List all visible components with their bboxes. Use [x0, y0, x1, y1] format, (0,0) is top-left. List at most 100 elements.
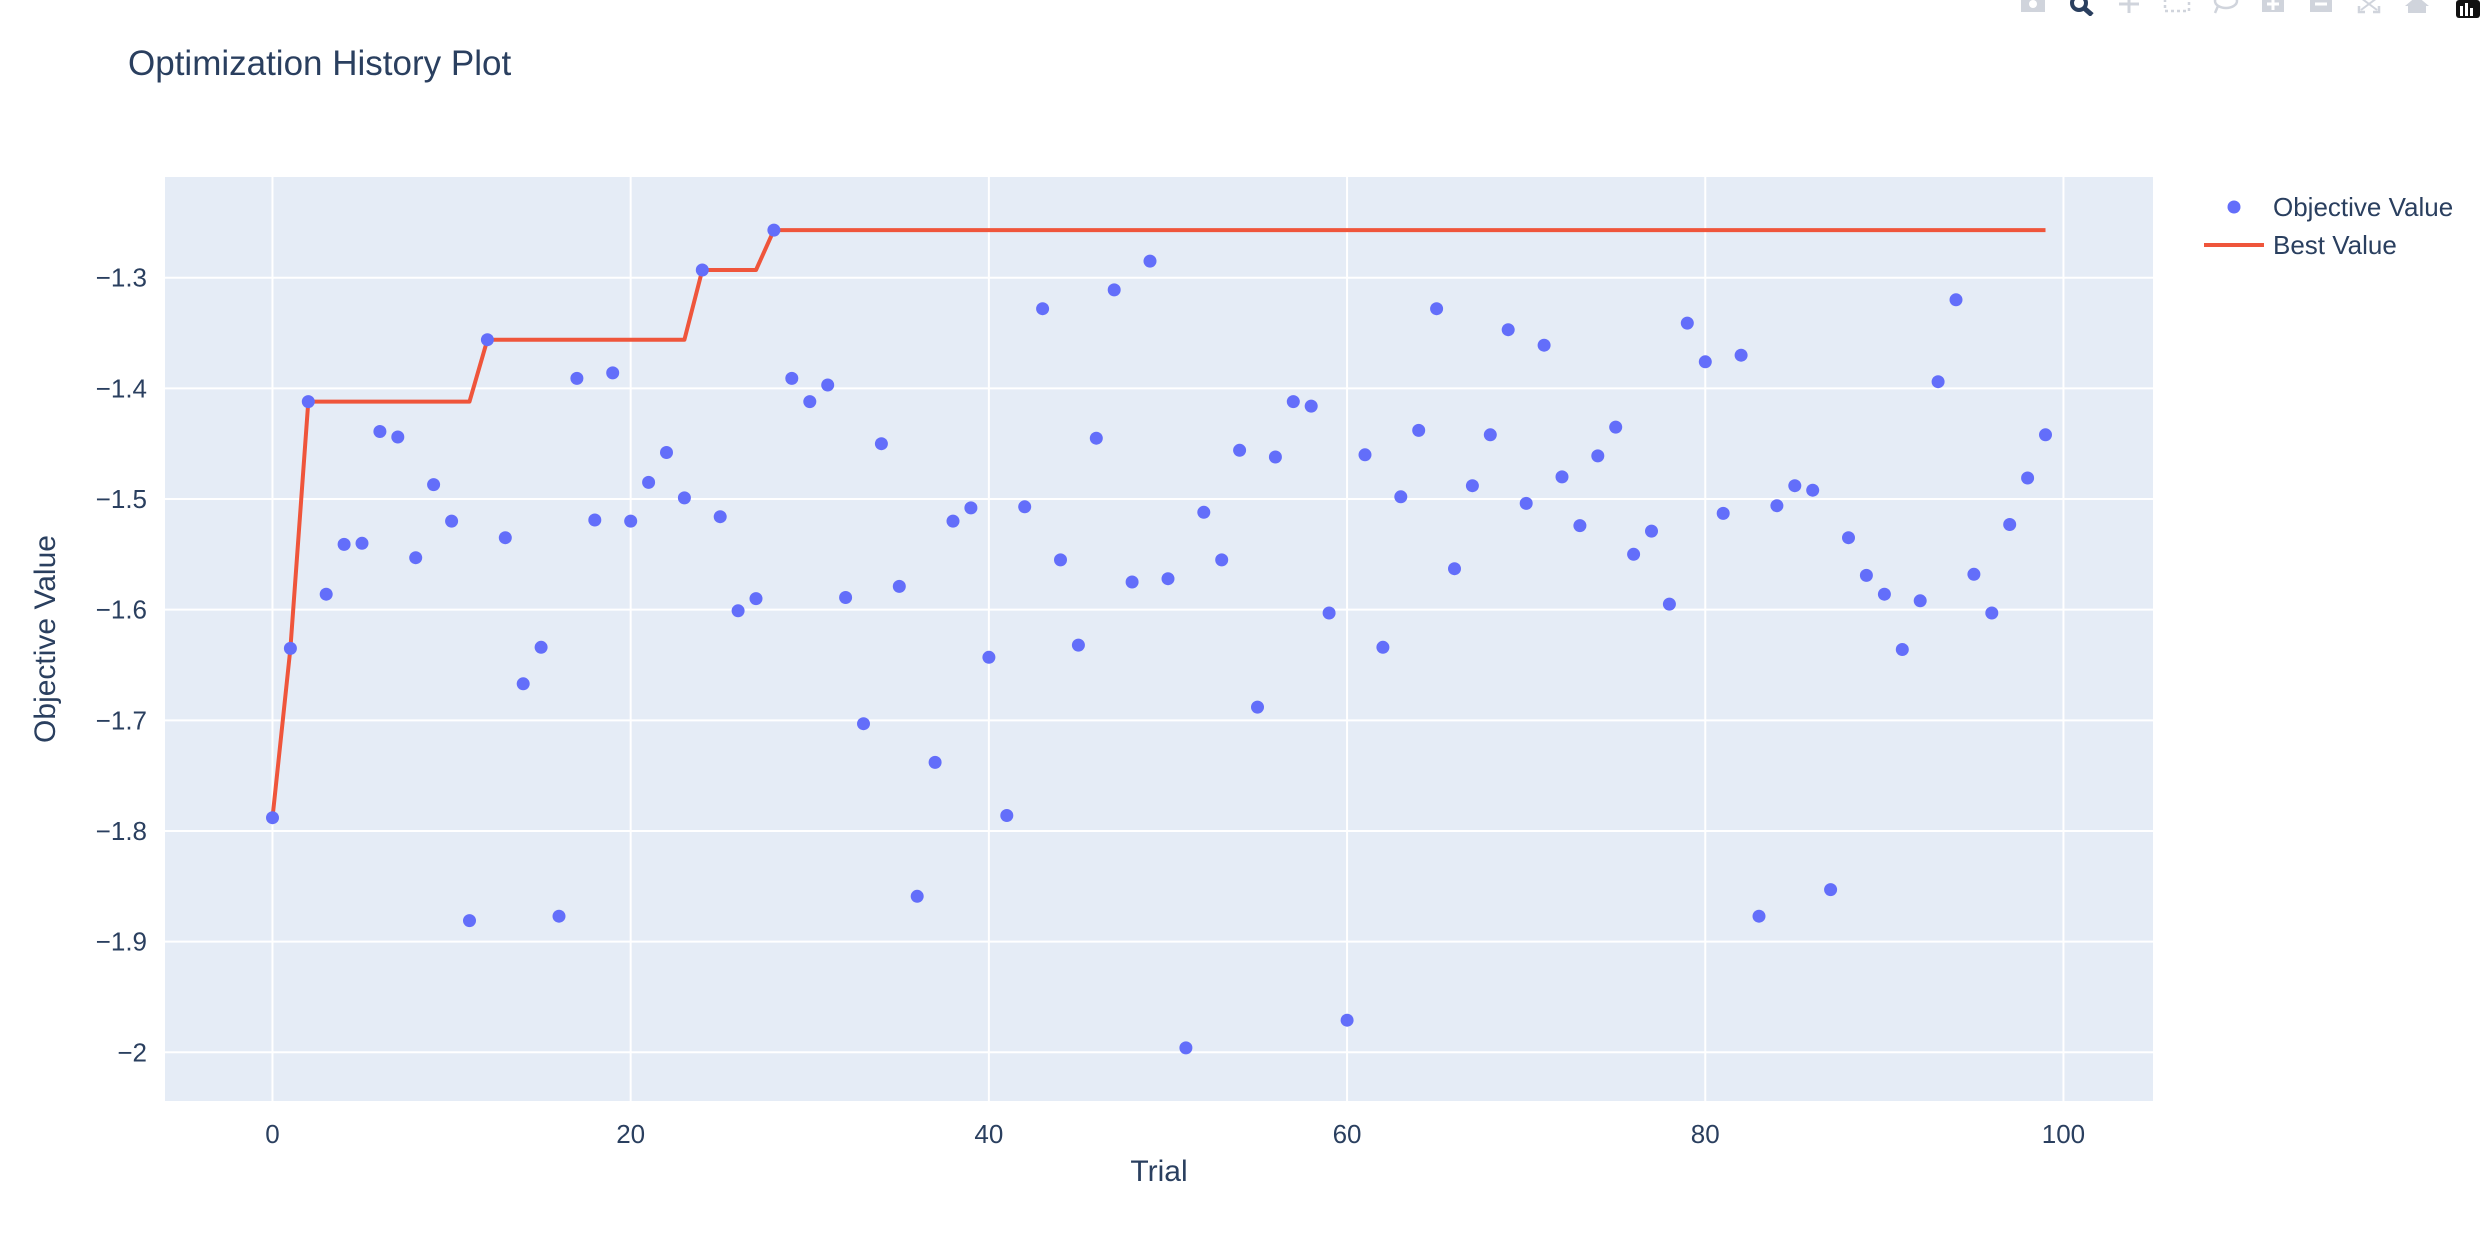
- objective-point[interactable]: [695, 263, 709, 277]
- objective-point[interactable]: [928, 755, 942, 769]
- camera-icon[interactable]: [2018, 0, 2048, 18]
- objective-point[interactable]: [1573, 519, 1587, 533]
- pan-icon[interactable]: [2114, 0, 2144, 18]
- objective-point[interactable]: [1197, 505, 1211, 519]
- objective-point[interactable]: [1322, 606, 1336, 620]
- objective-point[interactable]: [409, 551, 423, 565]
- objective-point[interactable]: [1268, 450, 1282, 464]
- objective-point[interactable]: [1519, 496, 1533, 510]
- objective-point[interactable]: [1931, 375, 1945, 389]
- objective-point[interactable]: [301, 395, 315, 409]
- objective-point[interactable]: [642, 475, 656, 489]
- objective-point[interactable]: [1734, 348, 1748, 362]
- zoom-icon[interactable]: [2066, 0, 2096, 18]
- objective-point[interactable]: [1018, 500, 1032, 514]
- objective-point[interactable]: [1788, 479, 1802, 493]
- objective-point[interactable]: [1967, 567, 1981, 581]
- objective-point[interactable]: [1609, 420, 1623, 434]
- plot-area[interactable]: [165, 177, 2153, 1101]
- objective-point[interactable]: [677, 491, 691, 505]
- objective-point[interactable]: [839, 591, 853, 604]
- objective-point[interactable]: [2021, 471, 2035, 485]
- objective-point[interactable]: [2003, 518, 2017, 531]
- objective-point[interactable]: [266, 811, 279, 825]
- objective-point[interactable]: [516, 677, 530, 691]
- objective-point[interactable]: [857, 717, 870, 731]
- objective-point[interactable]: [1143, 254, 1157, 268]
- objective-point[interactable]: [534, 640, 548, 654]
- objective-point[interactable]: [1627, 547, 1641, 561]
- objective-point[interactable]: [1645, 524, 1658, 538]
- objective-point[interactable]: [1501, 323, 1515, 337]
- objective-point[interactable]: [2039, 428, 2052, 442]
- objective-point[interactable]: [1537, 338, 1551, 352]
- box-select-icon[interactable]: [2162, 0, 2192, 18]
- objective-point[interactable]: [1770, 499, 1784, 513]
- objective-point[interactable]: [821, 378, 835, 392]
- objective-point[interactable]: [1465, 479, 1479, 493]
- reset-axes-icon[interactable]: [2402, 0, 2432, 18]
- objective-point[interactable]: [480, 333, 494, 347]
- objective-point[interactable]: [1448, 562, 1461, 576]
- objective-point[interactable]: [892, 579, 906, 593]
- objective-point[interactable]: [373, 425, 387, 438]
- objective-point[interactable]: [498, 531, 512, 545]
- objective-point[interactable]: [964, 501, 978, 515]
- objective-point[interactable]: [355, 536, 369, 550]
- objective-point[interactable]: [1071, 638, 1085, 652]
- objective-point[interactable]: [1662, 597, 1676, 611]
- objective-point[interactable]: [1412, 423, 1426, 437]
- objective-point[interactable]: [1054, 553, 1067, 567]
- objective-point[interactable]: [1698, 355, 1712, 369]
- objective-point[interactable]: [910, 889, 924, 903]
- objective-point[interactable]: [1089, 431, 1103, 445]
- objective-point[interactable]: [1286, 395, 1300, 409]
- objective-point[interactable]: [1895, 643, 1909, 656]
- zoom-out-icon[interactable]: [2306, 0, 2336, 18]
- objective-point[interactable]: [1842, 531, 1855, 545]
- objective-point[interactable]: [1985, 606, 1999, 620]
- objective-point[interactable]: [283, 641, 297, 655]
- best-value-line[interactable]: [270, 228, 2046, 818]
- objective-point[interactable]: [1555, 470, 1569, 484]
- objective-point[interactable]: [391, 430, 405, 444]
- objective-point[interactable]: [1376, 640, 1390, 654]
- objective-point[interactable]: [803, 395, 817, 409]
- objective-point[interactable]: [1000, 809, 1014, 822]
- autoscale-icon[interactable]: [2354, 0, 2384, 18]
- objective-point[interactable]: [1877, 587, 1891, 601]
- objective-point[interactable]: [1233, 443, 1247, 457]
- objective-point[interactable]: [1752, 909, 1766, 923]
- objective-point[interactable]: [982, 650, 996, 664]
- objective-point[interactable]: [1806, 483, 1820, 497]
- objective-point[interactable]: [445, 514, 459, 528]
- objective-point[interactable]: [1591, 449, 1605, 463]
- objective-point[interactable]: [319, 587, 333, 601]
- objective-point[interactable]: [1215, 553, 1229, 567]
- lasso-select-icon[interactable]: [2210, 0, 2240, 18]
- objective-point[interactable]: [570, 371, 584, 385]
- objective-point[interactable]: [588, 513, 602, 527]
- objective-point[interactable]: [1859, 568, 1873, 582]
- objective-point[interactable]: [1304, 399, 1318, 413]
- legend-item-best-value[interactable]: Best Value: [2204, 230, 2397, 260]
- objective-point[interactable]: [1179, 1041, 1193, 1055]
- objective-point[interactable]: [1913, 594, 1927, 608]
- objective-point[interactable]: [552, 909, 566, 923]
- objective-point[interactable]: [1107, 283, 1121, 297]
- objective-point[interactable]: [749, 592, 763, 606]
- objective-point[interactable]: [713, 510, 727, 524]
- objective-point[interactable]: [1358, 448, 1372, 462]
- objective-point[interactable]: [427, 478, 441, 492]
- objective-point[interactable]: [463, 914, 476, 928]
- legend-item-objective-value[interactable]: Objective Value: [2227, 192, 2454, 222]
- objective-point[interactable]: [1161, 572, 1175, 586]
- plotly-logo-icon[interactable]: [2450, 0, 2480, 18]
- objective-point[interactable]: [946, 514, 960, 528]
- objective-point[interactable]: [874, 437, 888, 451]
- objective-point[interactable]: [1394, 490, 1408, 504]
- objective-point[interactable]: [1251, 700, 1264, 714]
- objective-point[interactable]: [1430, 302, 1444, 316]
- objective-point[interactable]: [1680, 316, 1694, 330]
- objective-point[interactable]: [731, 604, 745, 618]
